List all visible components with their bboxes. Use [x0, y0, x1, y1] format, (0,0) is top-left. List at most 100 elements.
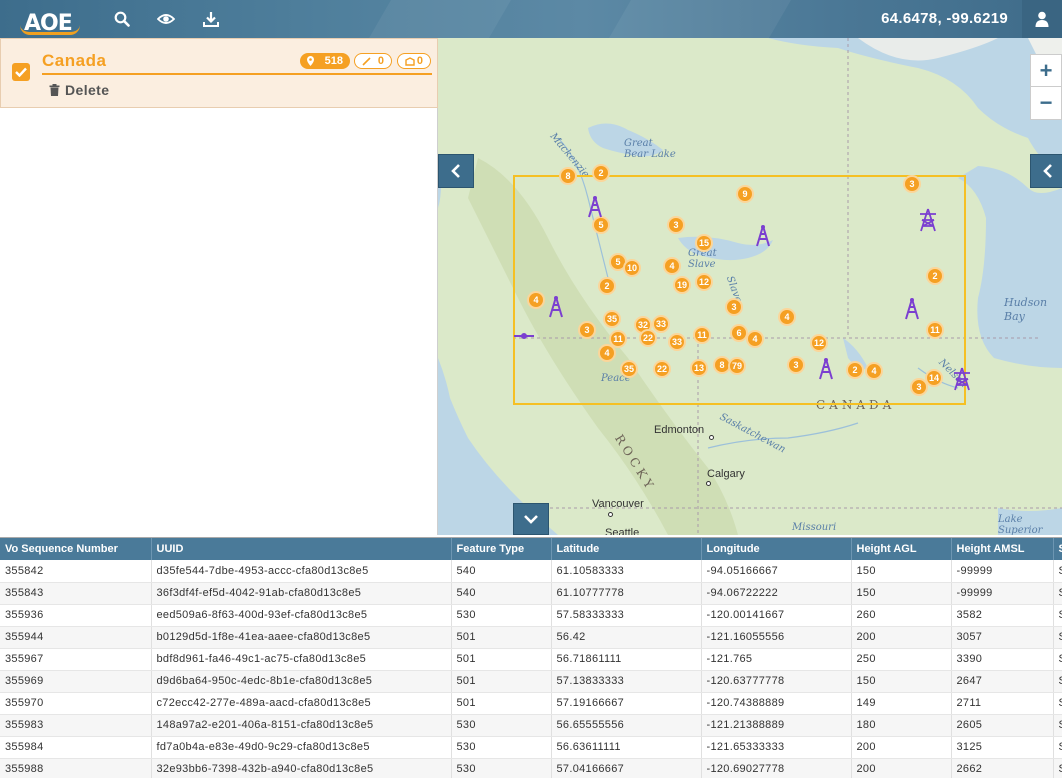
eye-icon[interactable] [156, 9, 176, 29]
app-logo[interactable]: AOE [10, 6, 80, 36]
cluster-marker[interactable]: 4 [746, 330, 764, 348]
cluster-marker[interactable]: 9 [736, 185, 754, 203]
table-row[interactable]: 355842 d35fe544-7dbe-4953-accc-cfa80d13c8… [0, 560, 1062, 583]
table-cell-longitude: -94.06722222 [701, 582, 852, 605]
selection-rectangle[interactable] [513, 175, 966, 405]
table-row[interactable]: 355983 148a97a2-e201-406a-8151-cfa80d13c8… [0, 714, 1062, 737]
label-peace: Peace [601, 373, 631, 384]
table-cell-latitude: 56.71861111 [551, 648, 702, 671]
cluster-marker[interactable]: 8 [559, 167, 577, 185]
layer-name: Canada [42, 51, 107, 70]
cluster-marker[interactable]: 4 [663, 257, 681, 275]
cluster-marker[interactable]: 12 [695, 273, 713, 291]
points-count-badge: 518 [300, 53, 350, 69]
cluster-marker[interactable]: 19 [673, 276, 691, 294]
tower-icon[interactable] [952, 367, 972, 391]
table-cell-uuid: bdf8d961-fa46-49c1-ac75-cfa80d13c8e5 [151, 648, 452, 671]
table-cell-latitude: 57.58333333 [551, 604, 702, 627]
column-header-latitude[interactable]: Latitude [551, 538, 702, 560]
cluster-marker[interactable]: 11 [926, 321, 944, 339]
cluster-marker[interactable]: 35 [620, 360, 638, 378]
cluster-marker[interactable]: 35 [603, 310, 621, 328]
table-cell-sequence: 355984 [0, 736, 152, 759]
layer-visibility-checkbox[interactable] [12, 63, 30, 81]
topbar-decoration [609, 0, 791, 38]
cluster-marker[interactable]: 6 [730, 324, 748, 342]
table-cell-feature-type: 540 [451, 560, 552, 583]
column-header-feature-type[interactable]: Feature Type [451, 538, 552, 560]
column-header-s[interactable]: S [1053, 538, 1062, 560]
map-view[interactable]: Great Bear Lake Great Slave Hudson Bay M… [438, 38, 1062, 535]
tower-icon[interactable] [902, 297, 922, 321]
cluster-marker[interactable]: 33 [668, 333, 686, 351]
cluster-marker[interactable]: 3 [667, 216, 685, 234]
cluster-marker[interactable]: 2 [846, 361, 864, 379]
cluster-marker[interactable]: 2 [598, 277, 616, 295]
label-great-slave: Great Slave [688, 248, 717, 270]
table-cell-longitude: -121.65333333 [701, 736, 852, 759]
table-row[interactable]: 355936 eed509a6-8f63-400d-93ef-cfa80d13c8… [0, 604, 1062, 627]
table-cell-height-agl: 250 [851, 648, 952, 671]
cluster-marker[interactable]: 33 [652, 315, 670, 333]
user-menu-button[interactable] [1022, 0, 1062, 38]
cluster-marker[interactable]: 15 [695, 234, 713, 252]
zoom-in-icon[interactable]: + [1031, 55, 1061, 87]
table-row[interactable]: 355843 36f3df4f-ef5d-4042-91ab-cfa80d13c8… [0, 582, 1062, 605]
cluster-marker[interactable]: 22 [639, 329, 657, 347]
tower-icon[interactable] [585, 195, 605, 219]
cluster-marker[interactable]: 14 [925, 369, 943, 387]
cluster-marker[interactable]: 13 [690, 359, 708, 377]
column-header-longitude[interactable]: Longitude [701, 538, 852, 560]
table-cell-height-amsl: 3057 [951, 626, 1054, 649]
table-row[interactable]: 355944 b0129d5d-1f8e-41ea-aaee-cfa80d13c8… [0, 626, 1062, 649]
tower-icon[interactable] [546, 295, 566, 319]
cluster-marker[interactable]: 4 [865, 362, 883, 380]
expand-right-panel-button[interactable] [1030, 154, 1062, 188]
cluster-marker[interactable]: 4 [778, 308, 796, 326]
column-header-uuid[interactable]: UUID [151, 538, 452, 560]
table-row[interactable]: 355970 c72ecc42-277e-489a-aacd-cfa80d13c8… [0, 692, 1062, 715]
table-row[interactable]: 355984 fd7a0b4a-e83e-49d0-9c29-cfa80d13c8… [0, 736, 1062, 759]
tower-icon[interactable] [753, 224, 773, 248]
table-row[interactable]: 355969 d9d6ba64-950c-4edc-8b1e-cfa80d13c8… [0, 670, 1062, 693]
collapse-left-panel-button[interactable] [438, 154, 474, 188]
column-header-height-agl[interactable]: Height AGL [851, 538, 952, 560]
table-row[interactable]: 355988 32e93bb6-7398-432b-a940-cfa80d13c8… [0, 758, 1062, 778]
cluster-marker[interactable]: 2 [592, 164, 610, 182]
chevron-left-icon [1043, 164, 1052, 178]
toggle-table-button[interactable] [513, 503, 549, 535]
delete-layer-button[interactable]: Delete [49, 82, 109, 98]
layer-item-canada[interactable]: Canada 518 0 0 Delete [0, 38, 438, 108]
download-icon[interactable] [201, 9, 221, 29]
cluster-marker[interactable]: 4 [598, 344, 616, 362]
cluster-marker[interactable]: 10 [623, 259, 641, 277]
cluster-marker[interactable]: 22 [653, 360, 671, 378]
zoom-out-icon[interactable]: − [1039, 90, 1053, 115]
cluster-marker[interactable]: 3 [725, 298, 743, 316]
table-row[interactable]: 355967 bdf8d961-fa46-49c1-ac75-cfa80d13c8… [0, 648, 1062, 671]
cluster-marker[interactable]: 3 [910, 378, 928, 396]
cluster-marker[interactable]: 3 [578, 321, 596, 339]
column-header-height-amsl[interactable]: Height AMSL [951, 538, 1054, 560]
cluster-marker[interactable]: 79 [728, 357, 746, 375]
label-great-bear-lake: Great Bear Lake [624, 138, 676, 160]
attribute-table: Vo Sequence Number UUID Feature Type Latitu… [0, 537, 1062, 778]
cluster-marker[interactable]: 12 [810, 334, 828, 352]
cluster-marker[interactable]: 11 [609, 330, 627, 348]
cluster-marker[interactable]: 3 [787, 356, 805, 374]
table-cell-latitude: 57.13833333 [551, 670, 702, 693]
cursor-coordinates: 64.6478, -99.6219 [881, 10, 1008, 27]
column-header-sequence[interactable]: Vo Sequence Number [0, 538, 152, 560]
cluster-marker[interactable]: 4 [527, 291, 545, 309]
cluster-marker[interactable]: 3 [903, 175, 921, 193]
label-missouri: Missouri [792, 522, 837, 533]
search-icon[interactable] [112, 9, 132, 29]
tower-icon[interactable] [816, 357, 836, 381]
cluster-marker[interactable]: 11 [693, 326, 711, 344]
table-cell-sequence: 355936 [0, 604, 152, 627]
cluster-marker[interactable]: 2 [926, 267, 944, 285]
tower-icon[interactable] [514, 330, 534, 342]
table-cell-sequence: 355969 [0, 670, 152, 693]
tower-icon[interactable] [918, 208, 938, 232]
table-cell-s: S [1053, 714, 1062, 737]
